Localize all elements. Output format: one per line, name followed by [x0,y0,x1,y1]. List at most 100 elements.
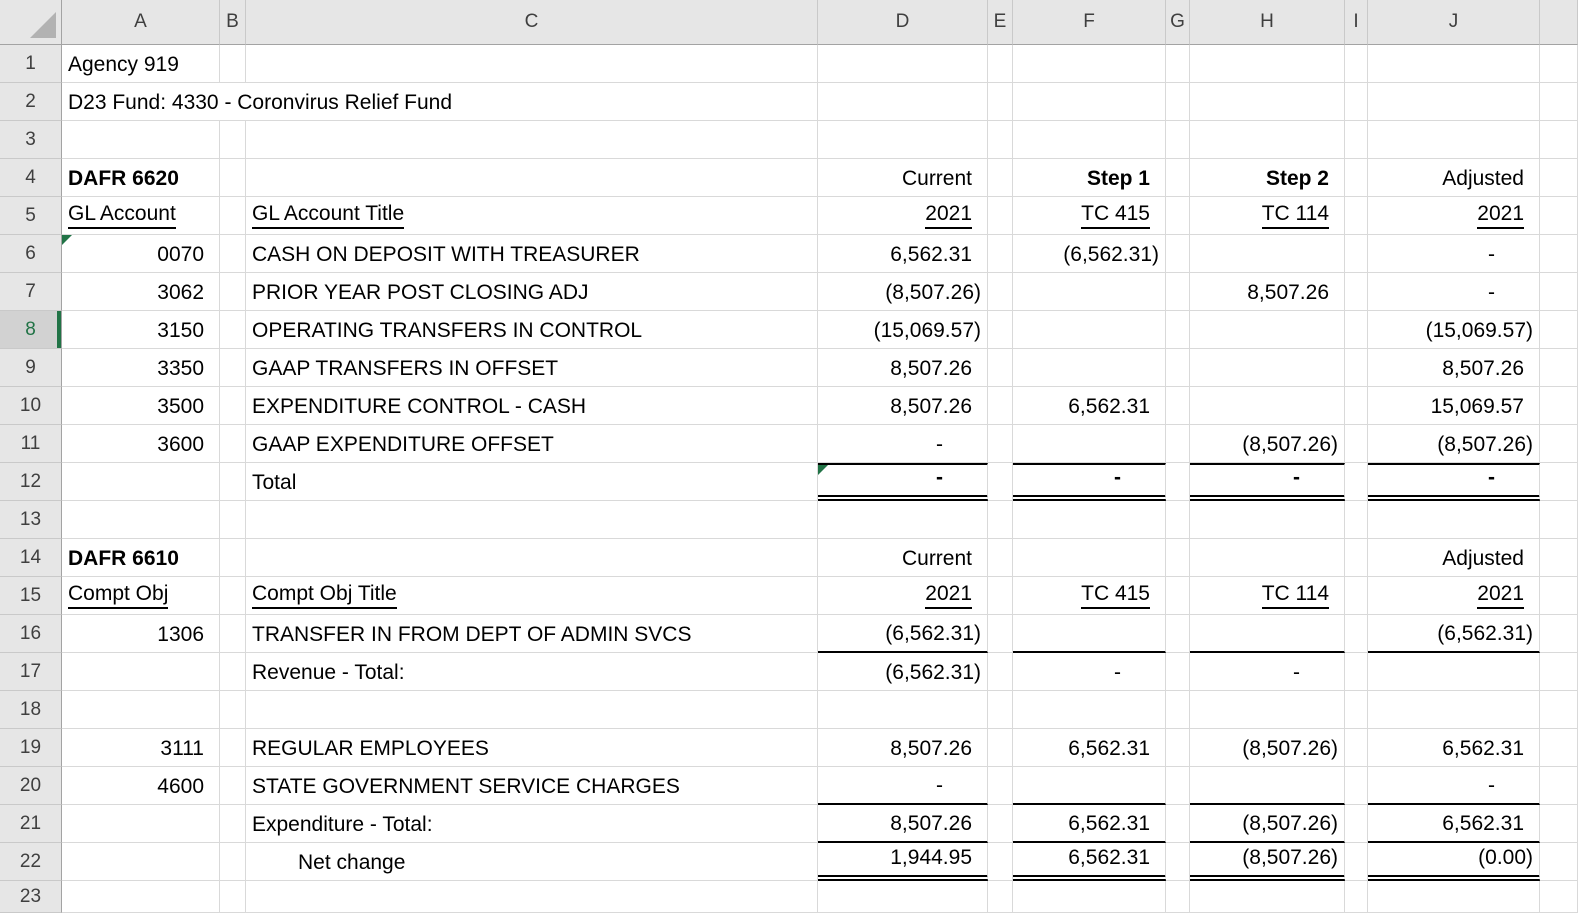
cell-I3[interactable] [1345,121,1368,159]
cell-D6[interactable]: 6,562.31 [818,235,988,273]
column-header-C[interactable]: C [246,0,818,45]
column-header-D[interactable]: D [818,0,988,45]
cell-H20[interactable] [1190,767,1345,805]
cell-I1[interactable] [1345,45,1368,83]
cell-A20[interactable]: 4600 [62,767,220,805]
cell-E12[interactable] [988,463,1013,501]
cell-G17[interactable] [1166,653,1190,691]
row-header-1[interactable]: 1 [0,45,62,83]
cell-H1[interactable] [1190,45,1345,83]
cell-G14[interactable] [1166,539,1190,577]
cell-G1[interactable] [1166,45,1190,83]
cell-I12[interactable] [1345,463,1368,501]
cell-C15[interactable]: Compt Obj Title [246,577,818,615]
cell-A2[interactable]: D23 Fund: 4330 - Coronvirus Relief Fund [62,83,818,121]
cell-K2[interactable] [1540,83,1578,121]
cell-F18[interactable] [1013,691,1166,729]
cell-K4[interactable] [1540,159,1578,197]
cell-C11[interactable]: GAAP EXPENDITURE OFFSET [246,425,818,463]
cell-J9[interactable]: 8,507.26 [1368,349,1540,387]
cell-G5[interactable] [1166,197,1190,235]
cell-C16[interactable]: TRANSFER IN FROM DEPT OF ADMIN SVCS [246,615,818,653]
cell-G8[interactable] [1166,311,1190,349]
cell-G22[interactable] [1166,843,1190,881]
row-header-3[interactable]: 3 [0,121,62,159]
cell-H13[interactable] [1190,501,1345,539]
cell-E1[interactable] [988,45,1013,83]
cell-G19[interactable] [1166,729,1190,767]
cell-A12[interactable] [62,463,220,501]
cell-F3[interactable] [1013,121,1166,159]
row-header-4[interactable]: 4 [0,159,62,197]
cell-J23[interactable] [1368,881,1540,913]
cell-E13[interactable] [988,501,1013,539]
cell-K11[interactable] [1540,425,1578,463]
column-header-H[interactable]: H [1190,0,1345,45]
cell-G12[interactable] [1166,463,1190,501]
cell-E6[interactable] [988,235,1013,273]
cell-J5[interactable]: 2021 [1368,197,1540,235]
cell-C19[interactable]: REGULAR EMPLOYEES [246,729,818,767]
column-header-F[interactable]: F [1013,0,1166,45]
cell-A14[interactable]: DAFR 6610 [62,539,220,577]
cell-K10[interactable] [1540,387,1578,425]
cell-C3[interactable] [246,121,818,159]
cell-J4[interactable]: Adjusted [1368,159,1540,197]
cell-K3[interactable] [1540,121,1578,159]
cell-D12[interactable]: - [818,463,988,501]
row-header-18[interactable]: 18 [0,691,62,729]
column-header-J[interactable]: J [1368,0,1540,45]
cell-B9[interactable] [220,349,246,387]
cell-G2[interactable] [1166,83,1190,121]
cell-F9[interactable] [1013,349,1166,387]
cell-F12[interactable]: - [1013,463,1166,501]
cell-B11[interactable] [220,425,246,463]
cell-K22[interactable] [1540,843,1578,881]
cell-F11[interactable] [1013,425,1166,463]
cell-G15[interactable] [1166,577,1190,615]
cell-F14[interactable] [1013,539,1166,577]
cell-I2[interactable] [1345,83,1368,121]
cell-C20[interactable]: STATE GOVERNMENT SERVICE CHARGES [246,767,818,805]
cell-A8[interactable]: 3150 [62,311,220,349]
cell-B21[interactable] [220,805,246,843]
cell-H9[interactable] [1190,349,1345,387]
cell-J17[interactable] [1368,653,1540,691]
cell-D19[interactable]: 8,507.26 [818,729,988,767]
cell-B16[interactable] [220,615,246,653]
cell-G7[interactable] [1166,273,1190,311]
cell-B18[interactable] [220,691,246,729]
cell-B22[interactable] [220,843,246,881]
cell-G11[interactable] [1166,425,1190,463]
cell-F17[interactable]: - [1013,653,1166,691]
cell-I4[interactable] [1345,159,1368,197]
cell-D7[interactable]: (8,507.26) [818,273,988,311]
cell-E14[interactable] [988,539,1013,577]
cell-A5[interactable]: GL Account [62,197,220,235]
cell-H22[interactable]: (8,507.26) [1190,843,1345,881]
cell-H2[interactable] [1190,83,1345,121]
cell-F1[interactable] [1013,45,1166,83]
cell-K19[interactable] [1540,729,1578,767]
cell-J2[interactable] [1368,83,1540,121]
cell-H4[interactable]: Step 2 [1190,159,1345,197]
cell-I21[interactable] [1345,805,1368,843]
cell-H6[interactable] [1190,235,1345,273]
cell-E16[interactable] [988,615,1013,653]
cell-I22[interactable] [1345,843,1368,881]
cell-A19[interactable]: 3111 [62,729,220,767]
cell-F23[interactable] [1013,881,1166,913]
cell-H7[interactable]: 8,507.26 [1190,273,1345,311]
cell-C1[interactable] [246,45,818,83]
row-header-21[interactable]: 21 [0,805,62,843]
cell-I17[interactable] [1345,653,1368,691]
cell-H10[interactable] [1190,387,1345,425]
cell-B1[interactable] [220,45,246,83]
cell-G20[interactable] [1166,767,1190,805]
cell-F8[interactable] [1013,311,1166,349]
cell-D14[interactable]: Current [818,539,988,577]
cell-K6[interactable] [1540,235,1578,273]
cell-J15[interactable]: 2021 [1368,577,1540,615]
cell-J18[interactable] [1368,691,1540,729]
row-header-16[interactable]: 16 [0,615,62,653]
